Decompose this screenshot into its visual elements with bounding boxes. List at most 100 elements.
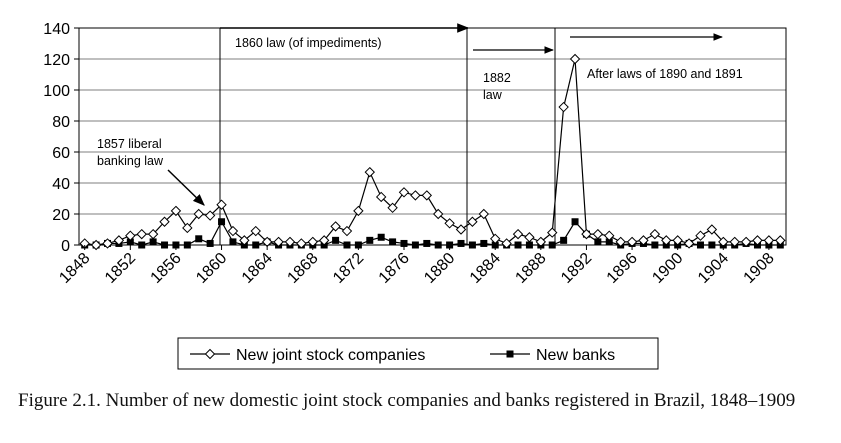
x-tick-label: 1892	[558, 250, 595, 287]
point	[638, 235, 649, 246]
point	[364, 166, 375, 178]
x-tick-label: 1876	[376, 250, 413, 287]
point	[468, 241, 476, 249]
point	[389, 238, 397, 246]
x-tick-label: 1880	[421, 250, 458, 287]
point	[90, 239, 102, 251]
annotation: law	[483, 88, 503, 102]
point	[147, 228, 159, 240]
point	[284, 236, 296, 248]
point	[615, 236, 626, 248]
y-tick-label: 80	[52, 114, 70, 131]
point	[387, 202, 398, 214]
point	[366, 236, 374, 244]
point	[525, 241, 533, 249]
point	[467, 216, 478, 227]
point	[183, 241, 191, 249]
point	[343, 241, 351, 249]
point	[560, 236, 568, 244]
x-tick-label: 1904	[695, 250, 732, 287]
point	[375, 191, 387, 203]
point	[126, 238, 134, 246]
legend-box	[177, 337, 659, 370]
point	[571, 218, 579, 226]
point	[729, 236, 740, 248]
point	[170, 205, 182, 217]
point	[138, 241, 146, 249]
y-tick-label: 0	[61, 238, 70, 255]
point	[218, 218, 226, 226]
point	[136, 228, 147, 240]
point	[341, 225, 353, 237]
y-tick-label: 140	[43, 21, 70, 38]
point	[558, 101, 569, 113]
point	[752, 235, 763, 246]
point	[250, 225, 261, 237]
x-tick-label: 1856	[148, 250, 185, 287]
y-tick-label: 120	[43, 52, 70, 69]
y-tick-label: 100	[43, 83, 70, 100]
point	[696, 241, 704, 249]
point	[480, 239, 488, 247]
point	[159, 216, 170, 227]
point	[193, 208, 204, 220]
point	[400, 239, 408, 247]
point	[548, 241, 556, 249]
annotation: 1860 law (of impediments)	[235, 36, 382, 50]
point	[512, 228, 524, 240]
x-tick-label: 1864	[239, 250, 276, 287]
point	[569, 53, 581, 65]
point	[216, 199, 227, 210]
point	[182, 222, 193, 234]
y-tick-label: 40	[52, 176, 70, 193]
point	[457, 239, 465, 247]
x-tick-label: 1900	[649, 250, 686, 287]
point	[490, 233, 501, 245]
x-tick-label: 1896	[604, 250, 641, 287]
point	[592, 228, 604, 240]
point	[411, 241, 419, 249]
point	[195, 235, 203, 243]
point	[695, 230, 706, 241]
point	[683, 238, 695, 249]
point	[455, 224, 467, 235]
point	[252, 241, 260, 249]
arrow	[167, 169, 205, 206]
legend-marker	[506, 350, 514, 358]
point	[113, 235, 125, 246]
point	[398, 187, 410, 198]
point	[377, 233, 385, 241]
point	[581, 228, 592, 240]
plot-frame	[78, 27, 787, 246]
x-tick-label: 1884	[467, 250, 504, 287]
point	[706, 224, 718, 235]
point	[672, 235, 683, 246]
x-tick-label: 1848	[56, 250, 93, 287]
point	[227, 225, 239, 237]
point	[524, 232, 535, 243]
legend-label: New joint stock companies	[236, 347, 425, 364]
point	[125, 230, 136, 241]
x-tick-label: 1852	[102, 250, 139, 287]
annotation: 1882	[483, 71, 511, 85]
annotation: banking law	[97, 154, 164, 168]
point	[434, 241, 442, 249]
x-tick-label: 1888	[512, 250, 549, 287]
point	[478, 208, 490, 220]
point	[229, 238, 237, 246]
point	[410, 190, 421, 201]
point	[161, 241, 169, 249]
point	[547, 227, 558, 238]
x-tick-label: 1868	[284, 250, 321, 287]
point	[501, 238, 512, 249]
legend-label: New banks	[536, 347, 615, 364]
point	[604, 230, 615, 241]
point	[740, 236, 752, 248]
point	[775, 235, 786, 246]
annotation: 1857 liberal	[97, 137, 162, 151]
caption: Figure 2.1. Number of new domestic joint…	[18, 390, 796, 411]
point	[763, 235, 775, 246]
point	[594, 238, 602, 246]
